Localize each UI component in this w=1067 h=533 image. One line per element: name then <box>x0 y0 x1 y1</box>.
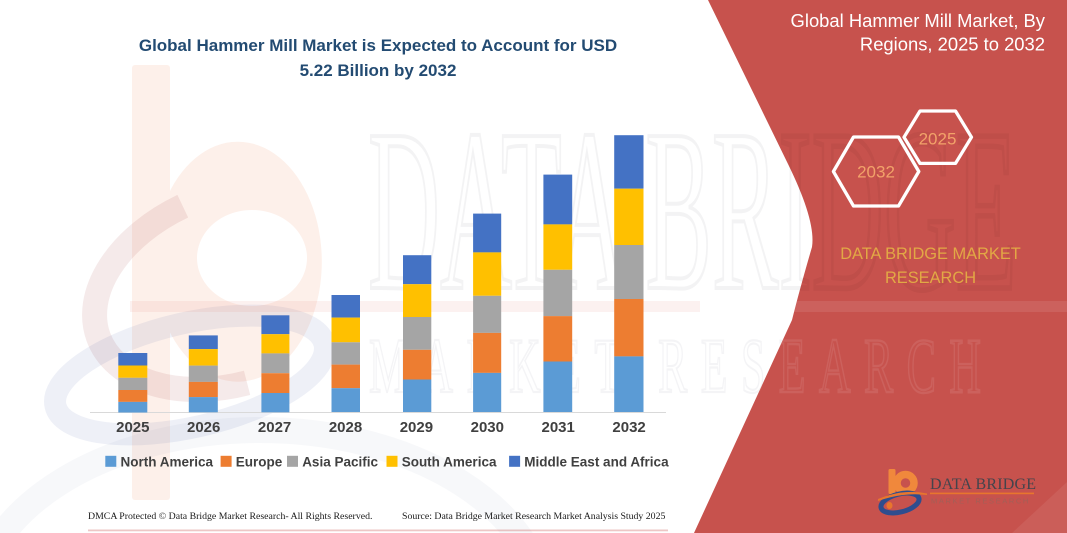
svg-text:Middle East and Africa: Middle East and Africa <box>524 455 669 470</box>
svg-text:2030: 2030 <box>471 419 504 436</box>
svg-text:Regions, 2025 to 2032: Regions, 2025 to 2032 <box>860 34 1045 55</box>
svg-text:5.22 Billion by 2032: 5.22 Billion by 2032 <box>300 61 457 80</box>
svg-text:Global Hammer Mill Market, By: Global Hammer Mill Market, By <box>791 10 1046 31</box>
svg-text:2025: 2025 <box>116 419 149 436</box>
svg-text:MARKET RESEARCH: MARKET RESEARCH <box>931 497 1030 506</box>
svg-text:DMCA Protected © Data Bridge M: DMCA Protected © Data Bridge Market Rese… <box>88 511 372 522</box>
svg-text:Asia Pacific: Asia Pacific <box>302 455 378 470</box>
svg-text:South America: South America <box>402 455 497 470</box>
svg-text:2032: 2032 <box>857 163 895 182</box>
svg-text:2031: 2031 <box>542 419 575 436</box>
svg-text:DATA BRIDGE: DATA BRIDGE <box>930 476 1036 493</box>
svg-text:2027: 2027 <box>258 419 291 436</box>
svg-text:2029: 2029 <box>400 419 433 436</box>
svg-text:Global Hammer Mill Market is E: Global Hammer Mill Market is Expected to… <box>139 36 617 55</box>
svg-text:2026: 2026 <box>187 419 220 436</box>
svg-text:Europe: Europe <box>236 455 283 470</box>
svg-text:Source: Data Bridge Market Res: Source: Data Bridge Market Research Mark… <box>402 511 665 522</box>
svg-text:2028: 2028 <box>329 419 362 436</box>
svg-text:2032: 2032 <box>612 419 645 436</box>
svg-text:RESEARCH: RESEARCH <box>885 269 976 287</box>
svg-text:North America: North America <box>121 455 214 470</box>
svg-text:DATA BRIDGE MARKET: DATA BRIDGE MARKET <box>840 245 1021 263</box>
svg-text:2025: 2025 <box>919 130 957 149</box>
